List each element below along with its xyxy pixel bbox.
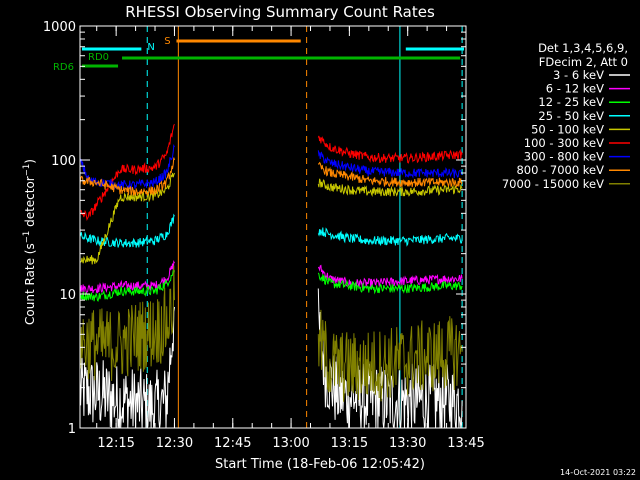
series-line-segment [80, 157, 175, 197]
x-tick-label: 12:45 [214, 436, 251, 451]
y-tick-label: 1000 [43, 20, 76, 35]
x-axis-label: Start Time (18-Feb-06 12:05:42) [215, 457, 425, 472]
series-line-segment [317, 272, 463, 295]
legend-label: 300 - 800 keV [524, 150, 604, 164]
series-line-segment [317, 264, 463, 289]
axes-layer: 1 10 100 1000 12:15 12:30 12:45 13:00 13:15 13:30… [43, 20, 485, 451]
legend-label: 7000 - 15000 keV [502, 177, 604, 191]
series-line-segment [80, 123, 175, 221]
series-line-segment [80, 213, 175, 248]
timestamp: 14-Oct-2021 03:22 [560, 468, 636, 477]
series-12-25-kev [80, 270, 463, 302]
x-tick-label: 13:00 [272, 436, 309, 451]
series-line-segment [80, 144, 175, 190]
flag-label-s: S [164, 36, 170, 47]
series-line-segment [317, 309, 463, 402]
series-line-segment [317, 288, 463, 428]
series-100-300-kev [80, 123, 463, 221]
y-tick-label: 1 [68, 422, 76, 437]
series-25-50-kev [80, 213, 463, 248]
legend-label: 3 - 6 keV [553, 68, 604, 82]
series-line-segment [317, 227, 463, 247]
legend-header-line-2: FDecim 2, Att 0 [539, 55, 628, 69]
flag-label-rd0: RD0 [88, 52, 109, 63]
x-tick-label: 12:30 [156, 436, 193, 451]
legend-label: 50 - 100 keV [531, 122, 604, 136]
series-line-segment [80, 265, 175, 381]
y-tick-label: 100 [51, 154, 76, 169]
plot-area [80, 26, 463, 428]
series-3-6-kev [80, 288, 463, 428]
series-line-segment [317, 178, 463, 197]
x-tick-label: 13:30 [389, 436, 426, 451]
legend-label: 25 - 50 keV [538, 109, 604, 123]
series-line-segment [80, 172, 175, 265]
flag-label-rd6: RD6 [53, 62, 74, 73]
series-line-segment [317, 135, 463, 164]
y-axis-label: Count Rate (s−1 detector−1) [22, 159, 37, 325]
series-line-segment [317, 161, 463, 189]
chart-title: RHESSI Observing Summary Count Rates [125, 3, 435, 21]
flags-layer: NS RD0 RD6 [53, 36, 464, 73]
legend-label: 12 - 25 keV [538, 95, 604, 109]
series-800-7000-kev [80, 157, 463, 197]
x-tick-label: 13:15 [331, 436, 368, 451]
legend-label: 800 - 7000 keV [516, 163, 604, 177]
flag-label-n: N [147, 42, 154, 53]
x-tick-label: 13:45 [447, 436, 484, 451]
series-7000-15000-kev [80, 265, 463, 402]
legend-label: 100 - 300 keV [524, 136, 604, 150]
series-50-100-kev [80, 172, 463, 265]
series-300-800-kev [80, 144, 463, 190]
legend: Det 1,3,4,5,6,9, FDecim 2, Att 0 3 - 6 k… [502, 41, 630, 191]
series-line-segment [80, 306, 175, 428]
legend-header-line-1: Det 1,3,4,5,6,9, [538, 41, 628, 55]
x-tick-label: 12:15 [97, 436, 134, 451]
legend-label: 6 - 12 keV [546, 82, 604, 96]
series-line-segment [317, 150, 463, 179]
series-line-segment [80, 270, 175, 302]
plot-frame [79, 25, 467, 429]
y-tick-label: 10 [59, 288, 76, 303]
